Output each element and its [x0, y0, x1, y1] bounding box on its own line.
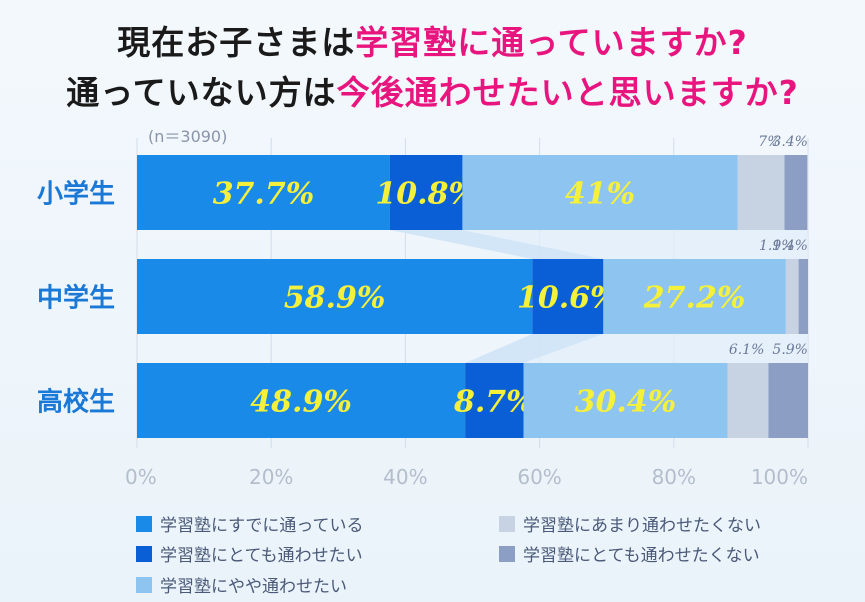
x-tick-label: 0% [125, 465, 157, 489]
legend-label: 学習塾にすでに通っている [160, 516, 364, 536]
data-label: 10.6% [517, 281, 619, 316]
data-label: 41% [565, 177, 635, 212]
legend-item: 学習塾にあまり通わせたくない [499, 511, 761, 536]
bar-segment [532, 259, 604, 334]
connector-band [523, 334, 808, 363]
legend-label: 学習塾にとても通わせたくない [523, 546, 760, 566]
legend-swatch [136, 545, 152, 562]
data-label: 5.9% [772, 342, 808, 358]
chart-title-line-2: 通っていない方は今後通わせたいと思いますか? [0, 66, 865, 114]
legend-label: 学習塾にやや通わせたい [160, 577, 347, 597]
bar-segment [137, 155, 390, 230]
title-line-1-highlight: 学習塾に通っていますか? [355, 23, 748, 62]
bar-segment [768, 363, 808, 438]
connector-band [389, 230, 604, 259]
title-line-1-text: 現在お子さまは [117, 23, 356, 62]
connector-band [462, 230, 808, 259]
x-tick-label: 80% [652, 465, 696, 489]
data-label: 3.4% [772, 134, 808, 150]
x-tick-label: 100% [751, 465, 808, 489]
bar-segment [737, 155, 785, 230]
data-label: 7% [758, 134, 780, 150]
x-tick-label: 20% [249, 465, 293, 489]
data-label: 1.9% [759, 238, 795, 254]
data-label: 48.9% [250, 385, 352, 420]
title-line-2-highlight: 今後通わせたいと思いますか? [336, 73, 799, 112]
data-label: 10.8% [375, 177, 477, 212]
legend-item: 学習塾にとても通わせたくない [499, 541, 760, 566]
x-tick-label: 40% [383, 465, 427, 489]
title-line-2-text: 通っていない方は [66, 73, 337, 112]
legend-label: 学習塾にあまり通わせたくない [523, 516, 761, 536]
legend-swatch [136, 576, 152, 593]
bar-segment [465, 363, 524, 438]
data-label: 27.2% [643, 281, 746, 316]
data-label: 58.9% [284, 281, 386, 316]
legend-item: 学習塾にやや通わせたい [136, 572, 347, 597]
bar-segment [523, 363, 728, 438]
data-label: 1.4% [772, 238, 808, 254]
legend-swatch [499, 515, 515, 532]
chart-title-line-1: 現在お子さまは学習塾に通っていますか? [0, 16, 865, 64]
bar-segment [137, 363, 466, 438]
bar-segment [785, 259, 799, 334]
category-label: 小学生 [37, 179, 115, 210]
bar-segment [784, 155, 808, 230]
bar-segment [798, 259, 808, 334]
bar-segment [603, 259, 786, 334]
bar-segment [137, 259, 533, 334]
x-tick-label: 60% [517, 465, 561, 489]
category-label: 中学生 [37, 283, 115, 314]
data-label: 30.4% [575, 385, 677, 420]
bar-segment [727, 363, 769, 438]
data-label: 8.7% [453, 385, 535, 420]
data-label: 37.7% [213, 177, 315, 212]
legend-swatch [499, 545, 515, 562]
connector-band [465, 334, 604, 363]
legend-item: 学習塾にとても通わせたい [136, 541, 363, 566]
legend-label: 学習塾にとても通わせたい [160, 546, 363, 566]
bar-segment [389, 155, 463, 230]
category-label: 高校生 [37, 387, 115, 418]
data-label: 6.1% [729, 342, 765, 358]
legend-swatch [136, 515, 152, 532]
sample-size-note: (n＝3090) [148, 127, 227, 146]
legend-item: 学習塾にすでに通っている [136, 511, 364, 536]
bar-segment [462, 155, 738, 230]
